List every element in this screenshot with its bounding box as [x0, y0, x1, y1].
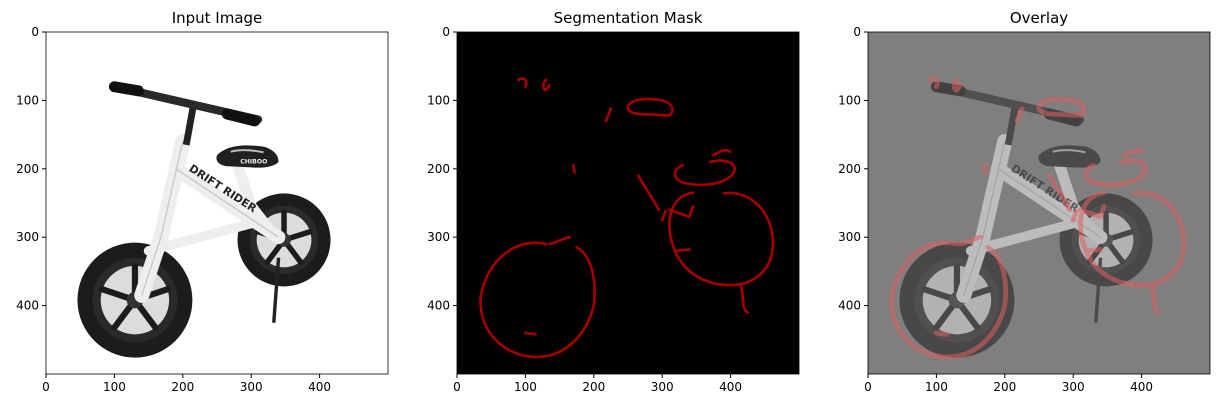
- y-tick-label: 200: [427, 162, 450, 176]
- y-tick-label: 0: [853, 25, 861, 39]
- x-tick-label: 400: [1130, 380, 1153, 394]
- axis-ticks: 0 100 200 300 400 0 100 200 300 400: [16, 25, 331, 394]
- y-tick-label: 200: [16, 162, 39, 176]
- y-tick-label: 400: [427, 299, 450, 313]
- x-tick-label: 200: [582, 380, 605, 394]
- y-tick-label: 100: [16, 93, 39, 107]
- y-tick-label: 200: [838, 162, 861, 176]
- seat-brand-text: CHIBOO: [240, 158, 267, 165]
- y-tick-label: 300: [838, 230, 861, 244]
- y-tick-label: 100: [838, 93, 861, 107]
- x-tick-label: 400: [719, 380, 742, 394]
- x-tick-label: 300: [240, 380, 263, 394]
- x-tick-label: 0: [453, 380, 461, 394]
- x-tick-label: 200: [171, 380, 194, 394]
- y-tick-label: 0: [442, 25, 450, 39]
- axis-ticks: 0 100 200 300 400 0 100 200 300 400: [838, 25, 1153, 394]
- x-tick-label: 100: [925, 380, 948, 394]
- axis-ticks: 0 100 200 300 400 0 100 200 300 400: [427, 25, 742, 394]
- x-tick-label: 300: [651, 380, 674, 394]
- x-tick-label: 100: [103, 380, 126, 394]
- x-tick-label: 0: [42, 380, 50, 394]
- y-tick-label: 100: [427, 93, 450, 107]
- y-tick-label: 0: [31, 25, 39, 39]
- axes-frame: [867, 31, 1211, 375]
- y-tick-label: 300: [427, 230, 450, 244]
- x-tick-label: 200: [993, 380, 1016, 394]
- panel-segmentation-mask: Segmentation Mask 0 100 200 300 400 0 100 200 30…: [427, 9, 800, 394]
- panel-title: Segmentation Mask: [554, 9, 703, 27]
- y-tick-label: 400: [838, 299, 861, 313]
- x-tick-label: 0: [864, 380, 872, 394]
- y-tick-label: 400: [16, 299, 39, 313]
- y-tick-label: 300: [16, 230, 39, 244]
- x-tick-label: 300: [1062, 380, 1085, 394]
- panel-title: Overlay: [1010, 9, 1068, 27]
- axes-frame: [45, 31, 389, 375]
- x-tick-label: 100: [514, 380, 537, 394]
- panel-title: Input Image: [172, 9, 263, 27]
- panel-input-image: Input Image DRIFT RIDER CHIBOO 0 100 200 30…: [16, 9, 389, 394]
- axes-frame: [456, 31, 800, 375]
- mask-background: [457, 32, 799, 374]
- panel-overlay: Overlay DRIFT RIDER 0 100 200 300 4000100200…: [838, 9, 1211, 394]
- x-tick-label: 400: [308, 380, 331, 394]
